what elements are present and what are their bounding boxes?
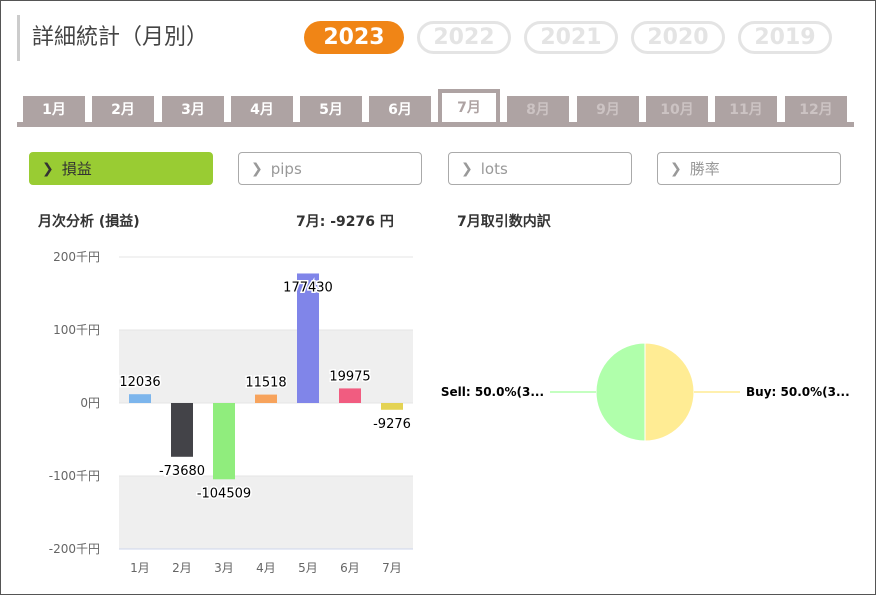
y-tick-label: -200千円 <box>49 542 100 556</box>
data-label: 12036 <box>119 375 160 390</box>
page-title: 詳細統計（月別） <box>17 15 208 61</box>
year-button-2023[interactable]: 2023 <box>304 21 404 54</box>
x-tick-label: 1月 <box>130 561 150 575</box>
x-tick-label: 5月 <box>298 561 318 575</box>
chevron-right-icon: ❯ <box>42 160 54 177</box>
pie-label: Buy: 50.0%(3... <box>746 385 850 399</box>
tab-month-11[interactable]: 11月 <box>715 96 777 122</box>
bar <box>129 394 151 403</box>
month-profit-summary: 7月: -9276 円 <box>296 214 394 230</box>
metric-button-winrate[interactable]: ❯ 勝率 <box>657 152 841 185</box>
tab-month-6[interactable]: 6月 <box>369 96 431 122</box>
x-tick-label: 2月 <box>172 561 192 575</box>
tab-month-5[interactable]: 5月 <box>300 96 362 122</box>
bar <box>297 273 319 403</box>
metric-label: 勝率 <box>689 160 720 178</box>
data-label: 19975 <box>329 369 370 384</box>
data-label: 177430 <box>283 280 333 295</box>
pie-label: Sell: 50.0%(3... <box>441 385 544 399</box>
y-tick-label: -100千円 <box>49 469 100 483</box>
plot-band <box>119 476 413 549</box>
metric-label: 損益 <box>61 160 92 178</box>
data-label: 11518 <box>245 376 286 391</box>
chevron-right-icon: ❯ <box>461 160 473 177</box>
tab-month-3[interactable]: 3月 <box>162 96 224 122</box>
data-label: -9276 <box>373 417 411 432</box>
metric-label: lots <box>480 159 508 178</box>
tab-month-9[interactable]: 9月 <box>577 96 639 122</box>
tab-month-2[interactable]: 2月 <box>92 96 154 122</box>
pie-chart-title: 7月取引数内訳 <box>457 214 551 230</box>
year-button-2022[interactable]: 2022 <box>417 21 511 54</box>
tab-month-1[interactable]: 1月 <box>23 96 85 122</box>
bar <box>171 403 193 457</box>
year-button-2019[interactable]: 2019 <box>738 21 832 54</box>
x-tick-label: 6月 <box>340 561 360 575</box>
y-tick-label: 100千円 <box>53 323 100 337</box>
bar <box>213 403 235 480</box>
chevron-right-icon: ❯ <box>251 160 263 177</box>
y-tick-label: 0円 <box>80 396 100 410</box>
trade-breakdown-pie-chart: Buy: 50.0%(3... Sell: 50.0%(3... <box>441 342 850 442</box>
plot-band <box>119 330 413 403</box>
bar <box>255 394 277 403</box>
metric-button-profit[interactable]: ❯ 損益 <box>29 152 213 185</box>
bar-chart-title: 月次分析 (損益) <box>38 214 140 230</box>
chevron-right-icon: ❯ <box>670 160 682 177</box>
tab-month-12[interactable]: 12月 <box>785 96 847 122</box>
metric-label: pips <box>270 159 302 178</box>
year-selector: 2023 2022 2021 2020 2019 <box>304 21 832 54</box>
month-tabs: 1月 2月 3月 4月 5月 6月 7月 8月 9月 10月 11月 12月 <box>17 89 854 127</box>
bar <box>381 403 403 410</box>
bar <box>339 388 361 403</box>
pie-slice <box>644 342 695 442</box>
data-label: -104509 <box>197 486 251 501</box>
metric-button-pips[interactable]: ❯ pips <box>238 152 422 185</box>
tab-month-8[interactable]: 8月 <box>507 96 569 122</box>
pie-slice <box>595 342 646 442</box>
x-tick-label: 7月 <box>382 561 402 575</box>
year-button-2021[interactable]: 2021 <box>524 21 618 54</box>
tab-month-10[interactable]: 10月 <box>646 96 708 122</box>
x-tick-label: 4月 <box>256 561 276 575</box>
y-tick-label: 200千円 <box>53 250 100 264</box>
x-tick-label: 3月 <box>214 561 234 575</box>
tab-bar-underline <box>17 122 854 127</box>
tab-month-4[interactable]: 4月 <box>231 96 293 122</box>
monthly-profit-bar-chart: 200千円 100千円 0円 -100千円 -200千円 12036 1月 -73680 2月 -… <box>49 250 413 575</box>
year-button-2020[interactable]: 2020 <box>631 21 725 54</box>
metric-button-lots[interactable]: ❯ lots <box>448 152 632 185</box>
data-label: -73680 <box>159 464 205 479</box>
tab-month-7[interactable]: 7月 <box>438 89 500 125</box>
